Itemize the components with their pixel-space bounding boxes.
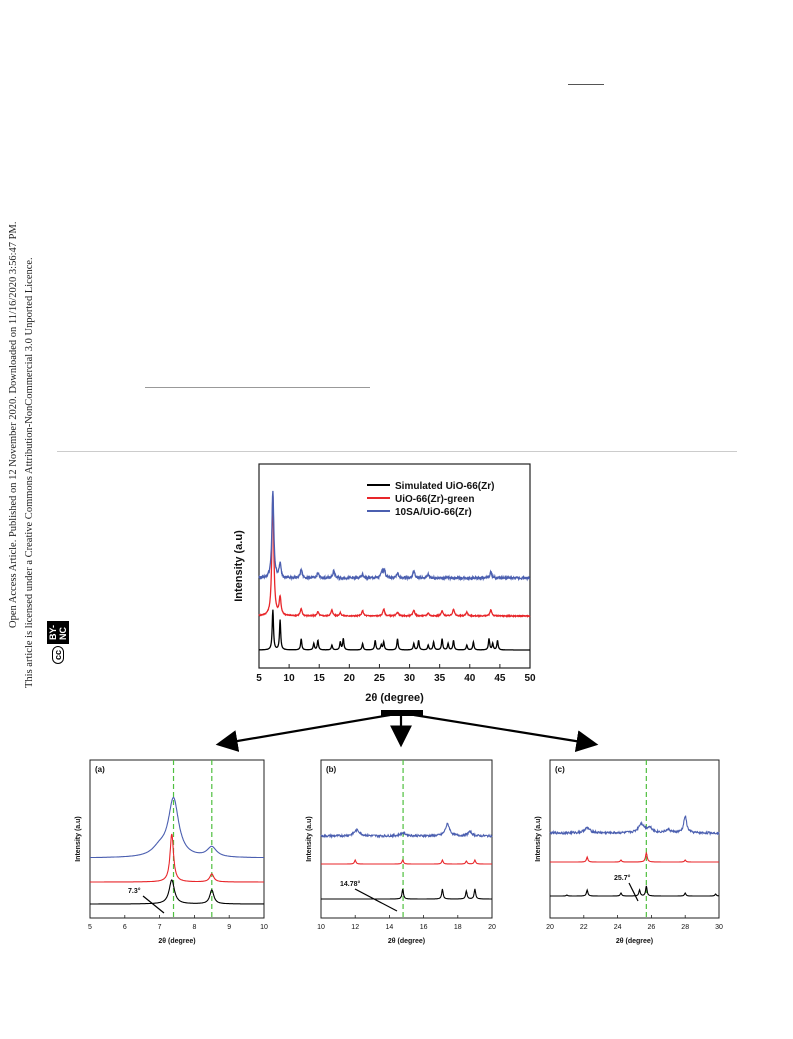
panel-series-line-1: [321, 858, 492, 865]
arrow-to-panel-a: [215, 713, 391, 752]
main-x-tick-label: 20: [344, 673, 356, 684]
legend-label-2: 10SA/UiO-66(Zr): [395, 507, 472, 518]
main-x-tick-label: 30: [404, 673, 416, 684]
panel-x-axis-label: 2θ (degree): [616, 938, 653, 945]
panel-x-tick-label: 20: [546, 924, 554, 931]
legend-label-0: Simulated UiO-66(Zr): [395, 481, 494, 492]
panel-y-axis-label: Intensity (a.u): [306, 816, 313, 862]
main-x-tick-label: 50: [524, 673, 536, 684]
top-short-rule: [568, 84, 604, 85]
panel-c: (c) 20 22 24 26 28 30 2θ (degree) Intensity (a.u…: [535, 759, 723, 945]
panel-x-axis-label: 2θ (degree): [388, 938, 425, 945]
panel-x-axis-label: 2θ (degree): [158, 938, 195, 945]
footnote-rule: [145, 387, 370, 388]
peak-annotation: 25.7°: [614, 874, 631, 882]
panel-x-tick-label: 10: [317, 924, 325, 931]
panel-x-tick-label: 26: [648, 924, 656, 931]
main-x-tick-label: 25: [374, 673, 386, 684]
panel-frame: [89, 759, 265, 919]
panel-series-line-0: [90, 879, 264, 905]
panel-series-line-2: [549, 815, 720, 837]
main-x-tick-label: 15: [314, 673, 326, 684]
panel-x-tick-label: 28: [681, 924, 689, 931]
main-x-tick-label: 35: [434, 673, 446, 684]
section-divider: [57, 451, 737, 452]
main-y-axis-label: Intensity (a.u): [233, 530, 245, 602]
panel-frame: [549, 759, 720, 919]
panel-x-tick-label: 22: [580, 924, 588, 931]
panel-series-line-1: [90, 833, 264, 883]
panel-series-line-1: [550, 851, 719, 863]
panel-series-line-0: [550, 885, 720, 897]
panel-x-tick-label: 30: [715, 924, 723, 931]
panel-a: (a) 5 6 7 8 9 10 2θ (degree) Intensity (a.u) 7.3°: [75, 759, 268, 945]
main-x-tick-label: 45: [494, 673, 506, 684]
panel-series-line-2: [90, 796, 264, 859]
main-plot-frame: [258, 463, 531, 669]
panel-x-tick-label: 24: [614, 924, 622, 931]
panel-y-axis-label: Intensity (a.u): [75, 816, 82, 862]
panel-x-tick-label: 20: [488, 924, 496, 931]
panel-x-tick-label: 18: [454, 924, 462, 931]
main-x-tick-label: 10: [284, 673, 296, 684]
panel-x-tick-label: 10: [260, 924, 268, 931]
panel-label: (b): [326, 765, 337, 774]
panel-x-tick-label: 7: [158, 924, 162, 931]
legend-label-1: UiO-66(Zr)-green: [395, 494, 474, 505]
panel-x-tick-label: 12: [351, 924, 359, 931]
main-x-axis-label: 2θ (degree): [365, 692, 424, 704]
arrow-to-panel-c: [413, 713, 599, 753]
panel-x-tick-label: 9: [227, 924, 231, 931]
panel-x-tick-label: 14: [386, 924, 394, 931]
panel-x-tick-label: 8: [192, 924, 196, 931]
panel-x-tick-label: 5: [88, 924, 92, 931]
annotation-arrow: [354, 888, 398, 912]
panel-x-tick-label: 6: [123, 924, 127, 931]
panel-x-tick-label: 16: [420, 924, 428, 931]
panel-y-axis-label: Intensity (a.u): [535, 816, 542, 862]
panel-b: (b) 10 12 14 16 18 20 2θ (degree) Intensity (a.u…: [306, 759, 496, 945]
main-series-line-2: [258, 490, 531, 582]
panel-frame: [320, 759, 493, 919]
panel-label: (a): [95, 765, 105, 774]
zoom-bar: [381, 710, 423, 716]
annotation-arrow: [628, 882, 639, 902]
main-x-tick-label: 40: [464, 673, 476, 684]
annotation-arrow: [142, 895, 165, 914]
peak-annotation: 7.3°: [128, 887, 141, 895]
peak-annotation: 14.78°: [340, 880, 361, 888]
panel-series-line-2: [320, 822, 493, 839]
main-series-line-1: [258, 495, 531, 619]
main-x-tick-label: 5: [256, 673, 262, 684]
panel-label: (c): [555, 765, 565, 774]
main-series-line-0: [259, 609, 530, 651]
panel-series-line-0: [321, 888, 492, 900]
